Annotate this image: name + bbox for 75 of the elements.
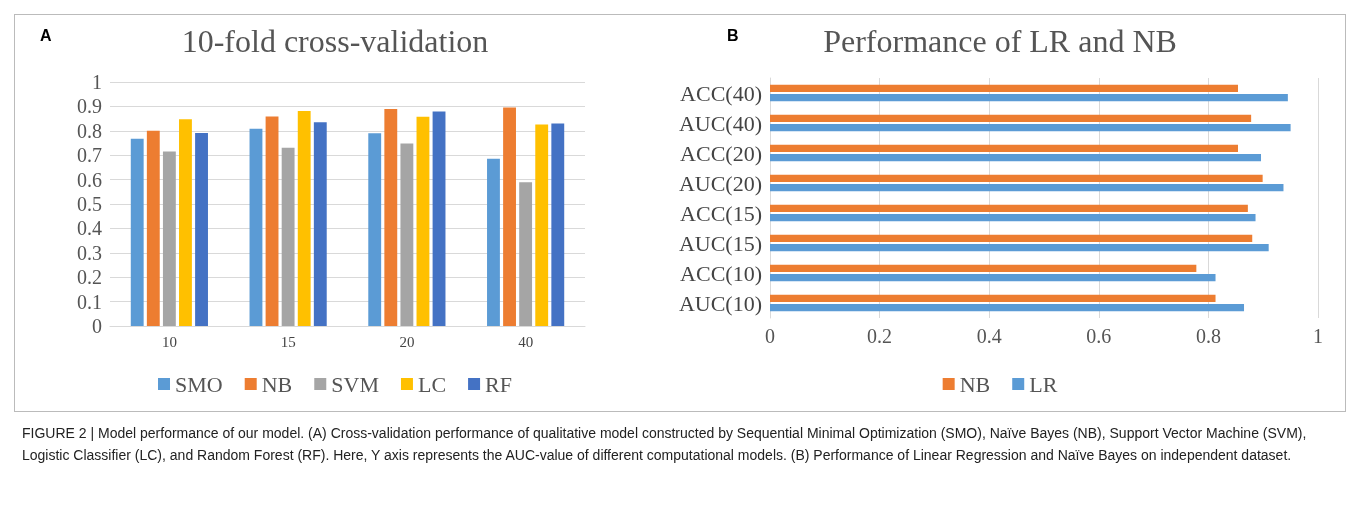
bar — [770, 264, 1197, 273]
bar — [770, 243, 1269, 252]
bar — [770, 123, 1291, 132]
bar — [770, 204, 1248, 213]
bar — [770, 93, 1288, 102]
bar — [265, 116, 279, 326]
chart-title: 10-fold cross-validation — [181, 23, 489, 59]
bar — [313, 122, 327, 326]
bar — [130, 138, 144, 326]
bar — [770, 183, 1284, 192]
bar — [770, 234, 1253, 243]
bar — [770, 303, 1245, 312]
x-tick-label: 10 — [161, 333, 177, 350]
chart-title: Performance of LR and NB — [823, 23, 1177, 59]
y-tick-label: 0.4 — [77, 217, 102, 240]
bar — [195, 133, 208, 326]
bar — [146, 130, 160, 326]
bar — [770, 84, 1238, 93]
y-tick-label: 0.1 — [77, 290, 102, 313]
y-tick-label: ACC(15) — [680, 200, 762, 226]
bar — [297, 111, 311, 326]
y-tick-label: 0.6 — [77, 168, 102, 191]
y-tick-label: 0.5 — [77, 193, 102, 215]
y-tick-label: 0.9 — [77, 95, 102, 118]
bar — [770, 144, 1238, 153]
y-tick-label: AUC(15) — [678, 230, 762, 256]
legend-label: NB — [261, 371, 293, 397]
y-tick-label: 0.3 — [77, 241, 102, 264]
bar — [770, 153, 1262, 162]
x-tick-label: 0.2 — [867, 325, 893, 347]
bar — [770, 174, 1263, 183]
bar — [384, 109, 398, 326]
y-tick-label: ACC(20) — [680, 140, 762, 166]
bar — [400, 143, 414, 326]
y-tick-label: 0.2 — [77, 266, 102, 289]
legend-label: LR — [1029, 371, 1058, 397]
bar — [179, 119, 192, 326]
x-tick-label: 0.4 — [976, 325, 1002, 347]
legend-label: SVM — [331, 371, 379, 397]
y-tick-label: ACC(10) — [680, 260, 762, 286]
x-tick-label: 0.8 — [1195, 325, 1221, 347]
x-tick-label: 20 — [399, 333, 415, 350]
bar — [519, 182, 533, 326]
legend-label: RF — [485, 371, 512, 397]
bar — [416, 116, 430, 326]
legend-label: SMO — [175, 371, 223, 397]
x-tick-label: 15 — [280, 333, 296, 350]
y-tick-label: 0.8 — [77, 119, 102, 142]
x-tick-label: 1 — [1313, 325, 1323, 347]
bar — [551, 123, 565, 326]
bar — [249, 128, 263, 326]
x-tick-label: 40 — [518, 333, 534, 350]
bar — [368, 133, 382, 326]
y-tick-label: AUC(40) — [678, 110, 762, 136]
bar — [162, 151, 176, 326]
bar — [770, 114, 1252, 123]
bar — [281, 147, 295, 326]
bar — [503, 107, 516, 326]
bar — [535, 124, 549, 326]
y-tick-label: ACC(40) — [680, 80, 762, 106]
x-tick-label: 0.6 — [1086, 325, 1112, 347]
y-tick-label: AUC(20) — [678, 170, 762, 196]
text: A — [40, 27, 52, 45]
legend-label: LC — [417, 371, 447, 397]
bar — [432, 111, 446, 326]
bar — [770, 294, 1216, 303]
y-tick-label: 0.7 — [77, 144, 102, 167]
y-tick-label: 1 — [92, 71, 102, 93]
y-tick-label: AUC(10) — [678, 290, 762, 316]
legend-label: NB — [959, 371, 991, 397]
bar — [487, 158, 500, 326]
bar — [770, 213, 1256, 222]
text: B — [727, 27, 739, 45]
bar — [770, 273, 1216, 282]
caption: FIGURE 2 | Model performance of our model. (A) Cross-validation performance of qualitative model constructed by Sequential Minimal Optimization (SMO), Naïve Bayes (NB), Support Vector Machine (SVM), Logistic Classifier (LC), and Random Forest (RF). Here, Y axis represents the AUC-value of different computational models. (B) Performance of Linear Regression and Naïve Bayes on independent dataset. — [22, 424, 1308, 465]
